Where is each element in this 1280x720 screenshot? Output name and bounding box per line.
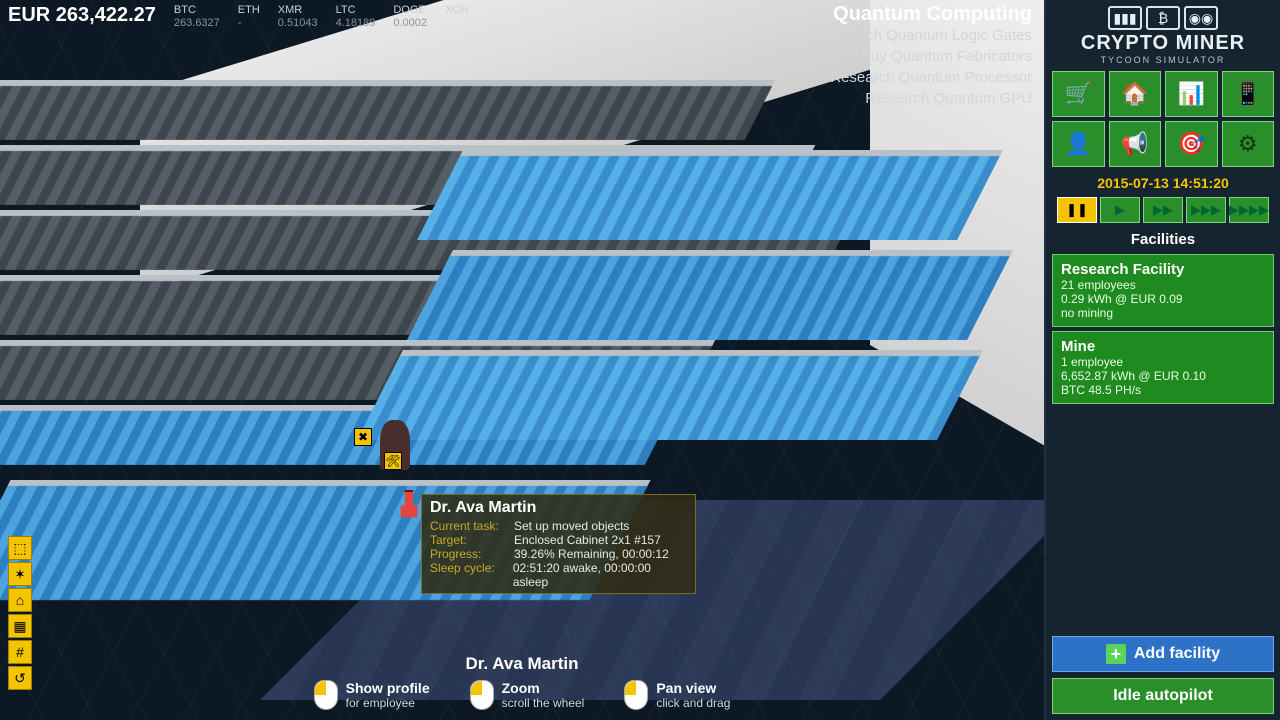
research-title: Quantum Computing <box>818 4 1032 25</box>
speed-button-0[interactable]: ❚❚ <box>1057 197 1097 223</box>
tooltip-row: Current task:Set up moved objects <box>430 519 687 533</box>
mouse-icon <box>470 680 494 710</box>
employees-button[interactable]: 👤 <box>1052 121 1105 167</box>
facilities-title: Facilities <box>1052 231 1274 248</box>
research-item[interactable]: Research Quantum GPU <box>818 88 1032 109</box>
employee-tooltip: Dr. Ava Martin Current task:Set up moved… <box>421 494 696 594</box>
help-bar: Dr. Ava Martin Show profilefor employee Z… <box>0 654 1044 710</box>
balance: EUR 263,422.27 <box>8 4 156 27</box>
shop-button[interactable]: 🛒 <box>1052 71 1105 117</box>
tooltip-row: Target:Enclosed Cabinet 2x1 #157 <box>430 533 687 547</box>
server-rack-row[interactable] <box>407 250 1013 340</box>
server-rack-row[interactable] <box>0 80 775 140</box>
balance-amount: 263,422.27 <box>56 4 156 26</box>
mouse-icon <box>314 680 338 710</box>
tooltip-row: Progress:39.26% Remaining, 00:00:12 <box>430 547 687 561</box>
research-item[interactable]: Buy Quantum Fabricators <box>818 46 1032 67</box>
idle-autopilot-label: Idle autopilot <box>1113 687 1213 705</box>
logo-title: CRYPTO MINER <box>1052 32 1274 55</box>
speed-button-4[interactable]: ▶▶▶▶ <box>1229 197 1269 223</box>
warehouse-button[interactable]: 🏠 <box>1109 71 1162 117</box>
ticker-coin: LTC4.18189 <box>336 4 376 30</box>
facilities-list: Research Facility21 employees0.29 kWh @ … <box>1052 254 1274 404</box>
research-panel: Quantum Computing Research Quantum Logic… <box>818 4 1032 109</box>
sidebar: ▮▮▮ ₿ ◉◉ CRYPTO MINER TYCOON SIMULATOR 🛒… <box>1044 0 1280 720</box>
logo-fan-icon: ◉◉ <box>1184 6 1218 30</box>
research-item[interactable]: Research Quantum Logic Gates <box>818 25 1032 46</box>
balance-currency: EUR <box>8 4 50 26</box>
targets-button[interactable]: 🎯 <box>1165 121 1218 167</box>
help-action: Zoomscroll the wheel <box>470 680 585 710</box>
settings-button[interactable]: ⚙ <box>1222 121 1275 167</box>
mouse-icon <box>624 680 648 710</box>
game-viewport[interactable]: ✖ 🛠 EUR 263,422.27 BTC263.6327 ETH- XMR0.5… <box>0 0 1044 720</box>
tooltip-name: Dr. Ava Martin <box>430 499 687 517</box>
game-logo: ▮▮▮ ₿ ◉◉ CRYPTO MINER TYCOON SIMULATOR <box>1052 6 1274 65</box>
help-action: Pan viewclick and drag <box>624 680 730 710</box>
ticker-coin: XCH <box>445 4 468 30</box>
tooltip-row: Sleep cycle:02:51:20 awake, 00:00:00 asl… <box>430 561 687 589</box>
main-menu: 🛒🏠📊📱 👤📢🎯⚙ <box>1052 71 1274 167</box>
speed-button-2[interactable]: ▶▶ <box>1143 197 1183 223</box>
left-tool-button[interactable]: ⌂ <box>8 588 32 612</box>
facility-card[interactable]: Research Facility21 employees0.29 kWh @ … <box>1052 254 1274 327</box>
marketing-button[interactable]: 📢 <box>1109 121 1162 167</box>
logo-bars-icon: ▮▮▮ <box>1108 6 1142 30</box>
speed-button-1[interactable]: ▶ <box>1100 197 1140 223</box>
speed-controls: ❚❚▶▶▶▶▶▶▶▶▶▶ <box>1052 197 1274 223</box>
ticker-coin: BTC263.6327 <box>174 4 220 30</box>
game-clock: 2015-07-13 14:51:20 <box>1052 175 1274 191</box>
server-rack-row[interactable] <box>417 150 1003 240</box>
ticker-coin: ETH- <box>238 4 260 30</box>
left-tool-button[interactable]: ⬚ <box>8 536 32 560</box>
idle-autopilot-button[interactable]: Idle autopilot <box>1052 678 1274 714</box>
phone-button[interactable]: 📱 <box>1222 71 1275 117</box>
ticker-coin: DOGE0.0002 <box>393 4 427 30</box>
speed-button-3[interactable]: ▶▶▶ <box>1186 197 1226 223</box>
crypto-ticker: EUR 263,422.27 BTC263.6327 ETH- XMR0.51043… <box>8 4 468 30</box>
facility-card[interactable]: Mine1 employee6,652.87 kWh @ EUR 0.10BTC… <box>1052 331 1274 404</box>
research-item[interactable]: Research Quantum Processor <box>818 67 1032 88</box>
wrench-icon: ✖ <box>354 428 372 446</box>
logo-subtitle: TYCOON SIMULATOR <box>1052 55 1274 65</box>
stats-button[interactable]: 📊 <box>1165 71 1218 117</box>
plus-icon: + <box>1106 644 1126 664</box>
add-facility-button[interactable]: + Add facility <box>1052 636 1274 672</box>
left-tool-button[interactable]: ✶ <box>8 562 32 586</box>
ticker-coin: XMR0.51043 <box>278 4 318 30</box>
tools-icon: 🛠 <box>384 452 402 470</box>
left-tool-button[interactable]: ▦ <box>8 614 32 638</box>
add-facility-label: Add facility <box>1134 645 1220 663</box>
help-action: Show profilefor employee <box>314 680 430 710</box>
server-rack-row[interactable] <box>357 350 983 440</box>
logo-bitcoin-icon: ₿ <box>1146 6 1180 30</box>
selected-employee-name: Dr. Ava Martin <box>0 654 1044 674</box>
